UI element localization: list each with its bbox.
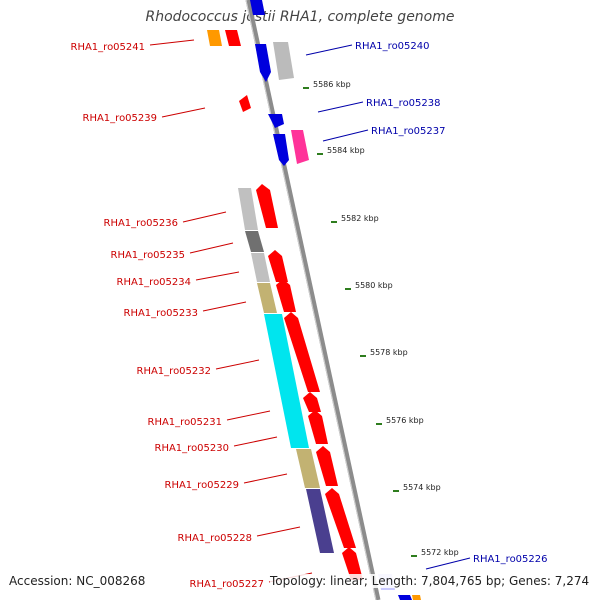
scale-label: 5584 kbp xyxy=(327,146,365,155)
genome-backbone-highlight xyxy=(245,0,377,600)
gene-label-leader xyxy=(182,211,227,223)
genome-summary: Topology: linear; Length: 7,804,765 bp; … xyxy=(270,574,590,588)
gene-red-8[interactable] xyxy=(325,488,356,548)
gene-ro05237-blue[interactable] xyxy=(273,134,289,166)
gene-ro05236-grey[interactable] xyxy=(238,188,258,230)
gene-label-leader xyxy=(161,107,206,118)
scale-label: 5572 kbp xyxy=(421,548,459,557)
gene-label[interactable]: RHA1_ro05228 xyxy=(178,533,253,544)
gene-ro05234-grey[interactable] xyxy=(251,253,270,282)
gene-label-leader xyxy=(243,473,288,484)
scale-label: 5580 kbp xyxy=(355,281,393,290)
gene-label[interactable]: RHA1_ro05229 xyxy=(165,480,240,491)
gene-label-leader xyxy=(425,557,471,570)
gene-red-5[interactable] xyxy=(303,392,321,412)
gene-label[interactable]: RHA1_ro05236 xyxy=(104,218,179,229)
gene-red-3[interactable] xyxy=(276,279,296,312)
gene-label-leader xyxy=(317,101,364,113)
gene-red-9[interactable] xyxy=(342,547,363,580)
gene-label-leader xyxy=(189,242,234,254)
gene-ro05226-orange[interactable] xyxy=(412,595,421,600)
gene-ro05233-khaki[interactable] xyxy=(257,283,277,313)
gene-red-7[interactable] xyxy=(316,446,338,486)
gene-label-leader xyxy=(195,271,240,281)
right-gene-labels[interactable]: RHA1_ro05240 RHA1_ro05238 RHA1_ro05237 RHA1… xyxy=(305,41,548,570)
gene-label[interactable]: RHA1_ro05238 xyxy=(366,98,441,109)
gene-label[interactable]: RHA1_ro05233 xyxy=(124,308,199,319)
gene-ro05241-red[interactable] xyxy=(225,30,241,46)
accession-text: Accession: NC_008268 xyxy=(9,574,146,588)
genome-title: Rhodococcus jostii RHA1, complete genome xyxy=(145,9,455,25)
gene-label-leader xyxy=(226,410,271,421)
genome-backbone xyxy=(245,0,381,600)
scale-label: 5578 kbp xyxy=(370,348,408,357)
scale-label: 5574 kbp xyxy=(403,483,441,492)
gene-ro05241-orange[interactable] xyxy=(207,30,222,46)
gene-label[interactable]: RHA1_ro05227 xyxy=(190,579,265,590)
gene-label[interactable]: RHA1_ro05235 xyxy=(111,250,186,261)
scale-markers: 5586 kbp 5584 kbp 5582 kbp 5580 kbp 5578 kbp… xyxy=(303,80,459,557)
gene-label-leader xyxy=(305,44,353,56)
gene-label-leader xyxy=(202,301,247,312)
gene-top-blue-clip[interactable] xyxy=(250,0,265,15)
gene-label[interactable]: RHA1_ro05230 xyxy=(155,443,230,454)
scale-label: 5582 kbp xyxy=(341,214,379,223)
gene-ro05228-navy[interactable] xyxy=(306,489,334,553)
gene-ro05237-pink[interactable] xyxy=(291,130,309,164)
gene-label[interactable]: RHA1_ro05226 xyxy=(473,554,548,565)
gene-label-leader xyxy=(256,526,301,537)
gene-red-6[interactable] xyxy=(308,410,328,444)
gene-red-4[interactable] xyxy=(284,312,320,392)
scale-label: 5586 kbp xyxy=(313,80,351,89)
gene-ro05232-cyan[interactable] xyxy=(264,314,309,448)
gene-ro05238[interactable] xyxy=(268,114,284,128)
gene-label[interactable]: RHA1_ro05240 xyxy=(355,41,430,52)
gene-label[interactable]: RHA1_ro05234 xyxy=(117,277,192,288)
gene-label[interactable]: RHA1_ro05239 xyxy=(83,113,158,124)
gene-red-2[interactable] xyxy=(268,250,288,282)
gene-label[interactable]: RHA1_ro05241 xyxy=(71,42,146,53)
gene-label[interactable]: RHA1_ro05232 xyxy=(137,366,212,377)
gene-ro05240-blue[interactable] xyxy=(255,44,271,82)
gene-label-leader xyxy=(233,436,278,447)
scale-label: 5576 kbp xyxy=(386,416,424,425)
gene-label[interactable]: RHA1_ro05231 xyxy=(148,417,223,428)
left-gene-labels[interactable]: RHA1_ro05241 RHA1_ro05239 RHA1_ro05236 RHA1… xyxy=(71,39,313,590)
gene-red-1[interactable] xyxy=(256,184,278,228)
gene-ro05240-grey[interactable] xyxy=(273,42,294,80)
gene-label-leader xyxy=(215,359,260,370)
gene-ro05239[interactable] xyxy=(239,95,251,112)
gene-label[interactable]: RHA1_ro05237 xyxy=(371,126,446,137)
gene-ro05229-khaki[interactable] xyxy=(296,449,320,488)
gene-label-leader xyxy=(149,39,195,46)
gene-ro05235-dark[interactable] xyxy=(245,231,264,252)
gene-label-leader xyxy=(322,129,369,142)
gene-ro05226-blue[interactable] xyxy=(398,595,412,600)
